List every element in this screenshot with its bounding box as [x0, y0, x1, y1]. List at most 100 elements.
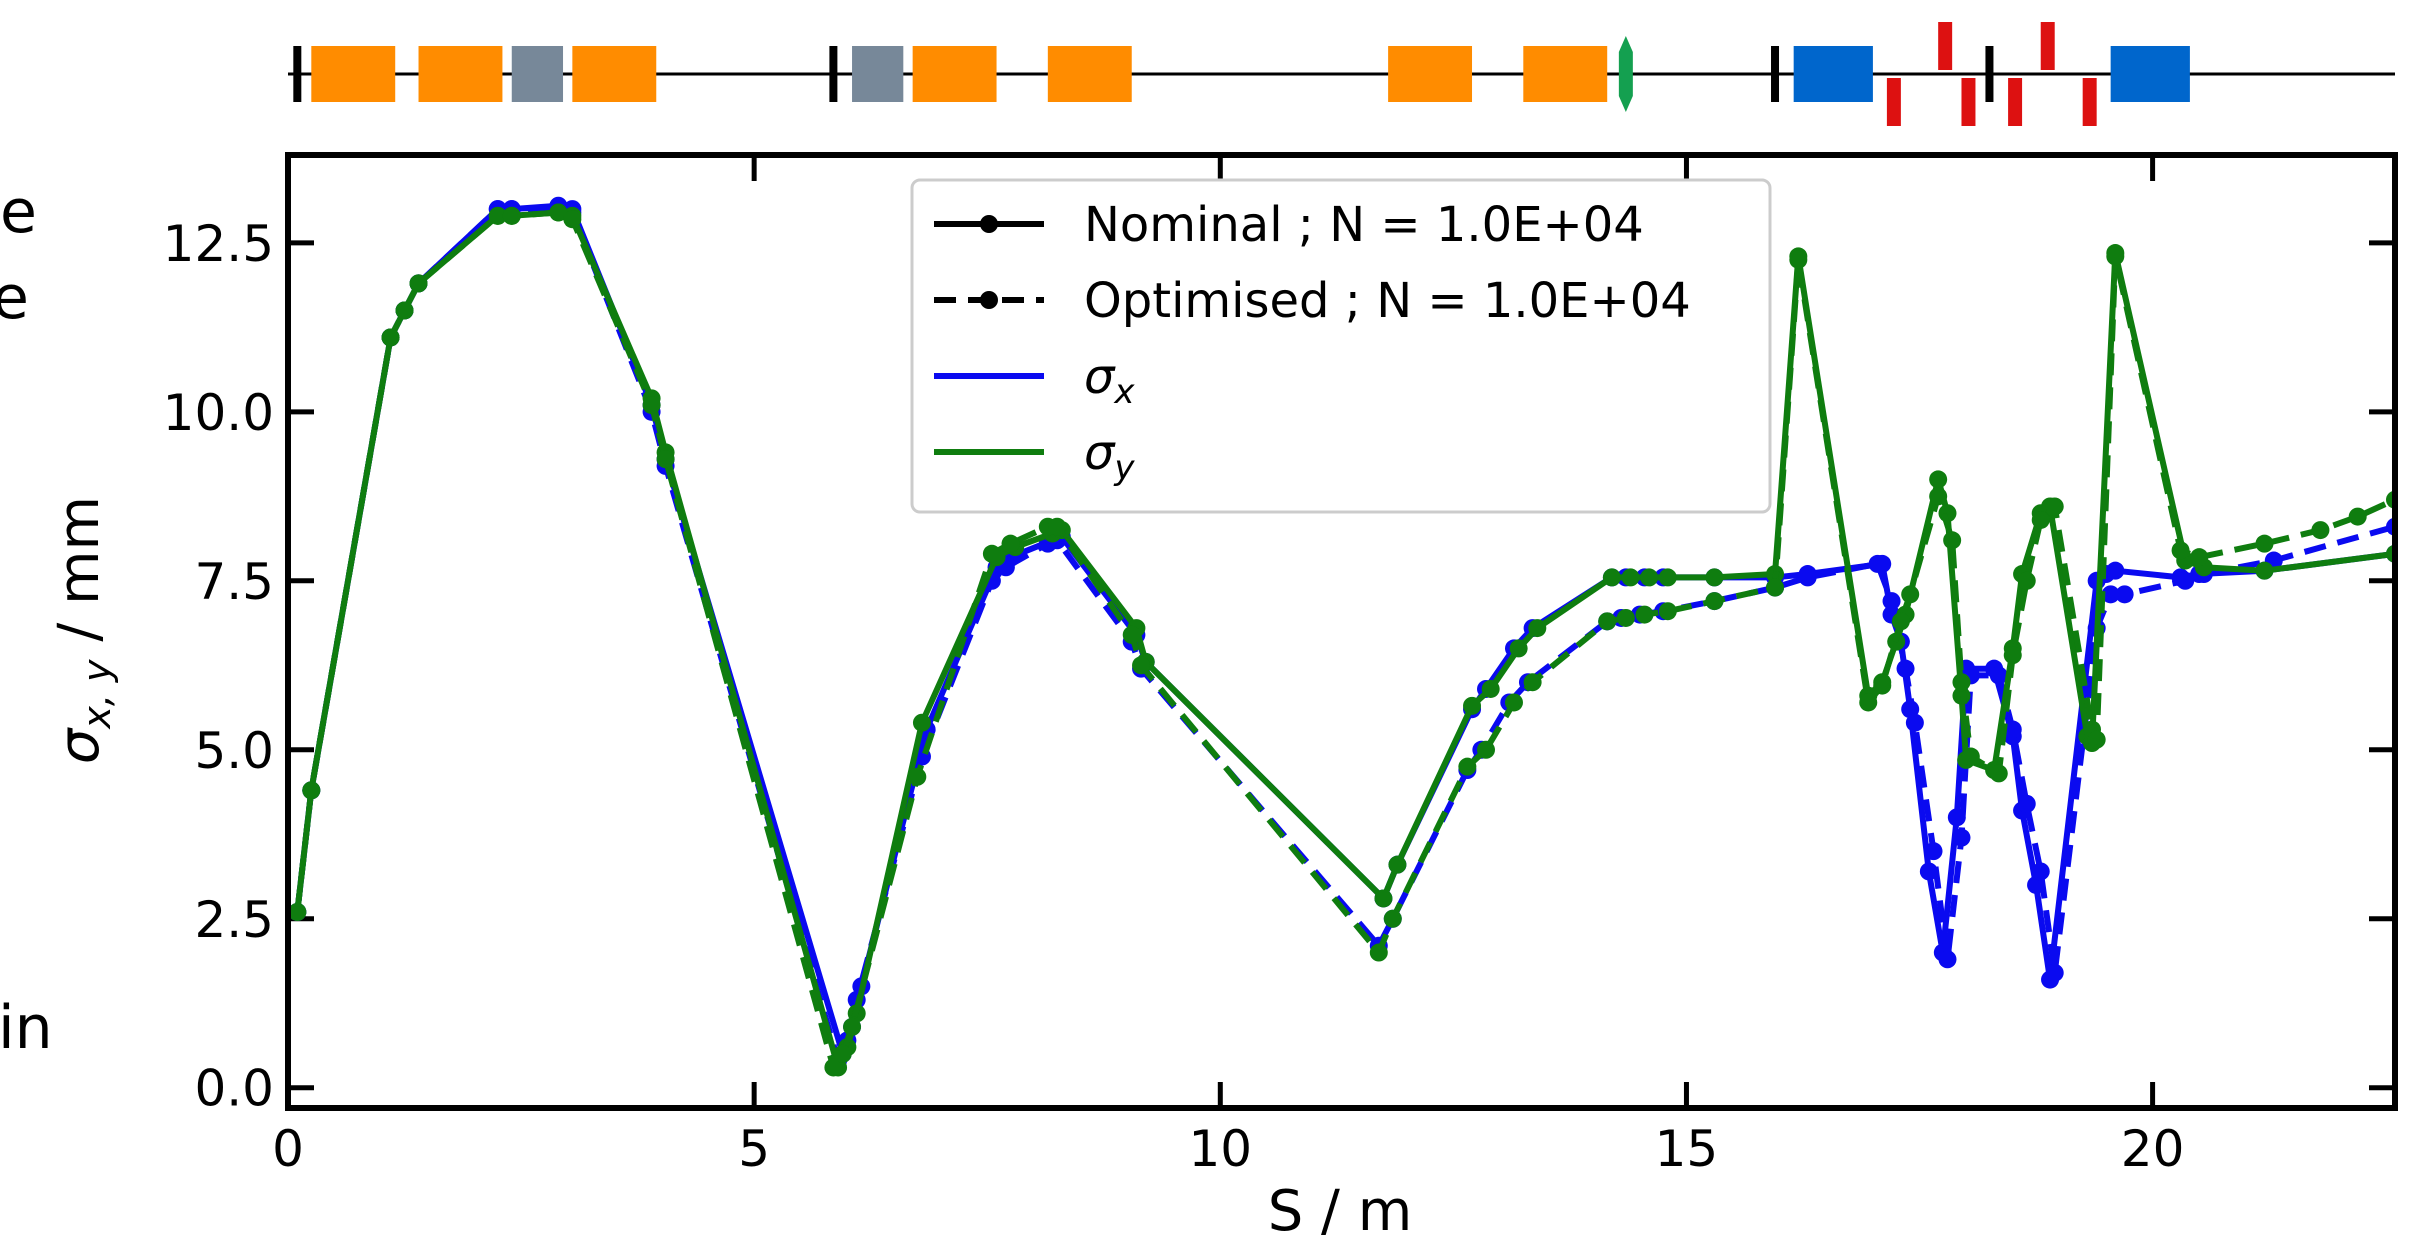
data-point	[1705, 568, 1724, 587]
data-point	[2106, 247, 2125, 266]
data-point	[381, 328, 400, 347]
y-axis-label-main: σ	[47, 727, 112, 764]
lattice-corrector	[2040, 22, 2055, 70]
x-tick-label: 10	[1188, 1120, 1252, 1178]
data-point	[1929, 487, 1948, 506]
y-axis-label: σx, y / mm	[47, 496, 119, 764]
legend-sigma-y-sub: y	[1113, 448, 1135, 488]
data-point	[1001, 534, 1020, 553]
lattice-quadrupole	[1047, 46, 1132, 102]
data-point	[2311, 521, 2330, 540]
data-point	[1481, 679, 1500, 698]
data-point	[2190, 548, 2209, 567]
data-point	[2087, 730, 2106, 749]
data-point	[1640, 568, 1659, 587]
data-point	[409, 274, 428, 293]
data-point	[2003, 646, 2022, 665]
data-point	[1989, 764, 2008, 783]
data-point	[1509, 639, 1528, 658]
y-tick-label: 12.5	[163, 215, 274, 273]
data-point	[488, 206, 507, 225]
data-point	[1924, 842, 1943, 861]
lattice-corrector	[1961, 78, 1976, 126]
cut-text-left-bottom: in	[0, 993, 53, 1063]
series-group	[288, 196, 2395, 1077]
data-point	[656, 450, 675, 469]
y-tick-label: 0.0	[194, 1060, 274, 1118]
lattice-marker	[829, 46, 838, 102]
x-tick-label: 20	[2121, 1120, 2185, 1178]
data-point	[1952, 673, 1971, 692]
y-tick-label: 10.0	[163, 384, 274, 442]
data-point	[288, 902, 307, 921]
plot-frame	[285, 152, 2398, 1111]
y-axis-label-unit: / mm	[47, 496, 112, 660]
data-point	[2348, 507, 2367, 526]
data-point	[1789, 250, 1808, 269]
lattice-quadrupole	[311, 46, 396, 102]
data-point	[1882, 592, 1901, 611]
x-tick-label: 15	[1655, 1120, 1719, 1178]
data-point	[2017, 571, 2036, 590]
data-point	[1504, 693, 1523, 712]
data-point	[2115, 585, 2134, 604]
data-point	[908, 767, 927, 786]
data-point	[1798, 568, 1817, 587]
data-point	[1943, 531, 1962, 550]
y-axis-label-text: σx, y / mm	[47, 496, 119, 764]
data-point	[1477, 740, 1496, 759]
y-axis: 0.0 2.5 5.0 7.5 10.0 12.5	[163, 215, 2395, 1118]
lattice-quadrupole	[418, 46, 503, 102]
data-point	[1961, 747, 1980, 766]
data-point	[1132, 656, 1151, 675]
data-point	[1919, 862, 1938, 881]
legend-optimised-marker	[980, 291, 998, 309]
data-point	[302, 781, 321, 800]
data-point	[549, 203, 568, 222]
data-point	[1616, 608, 1635, 627]
data-point	[1528, 619, 1547, 638]
legend-sigma-y-label: σy	[1084, 425, 1135, 488]
legend-sigma-x-label: σx	[1084, 349, 1135, 412]
data-point	[2045, 497, 2064, 516]
x-axis-label: S / m	[1268, 1179, 1413, 1242]
x-axis: 0 5 10 15 20	[272, 155, 2184, 1178]
data-point	[563, 210, 582, 229]
data-point	[642, 396, 661, 415]
series-3	[288, 203, 2395, 1077]
lattice-marker	[293, 46, 302, 102]
data-point	[1705, 592, 1724, 611]
data-point	[1369, 943, 1388, 962]
data-point	[502, 206, 521, 225]
data-point	[1602, 568, 1621, 587]
lattice-corrector	[2082, 78, 2097, 126]
y-tick-label: 5.0	[194, 722, 274, 780]
data-point	[912, 713, 931, 732]
lattice-drift-block	[852, 46, 904, 102]
lattice-dipole	[1793, 46, 1873, 102]
legend-box	[910, 178, 1772, 514]
lattice-marker	[1771, 46, 1780, 102]
data-point	[2101, 585, 2120, 604]
lattice-drift-block	[511, 46, 564, 102]
data-point	[1388, 855, 1407, 874]
x-tick-label: 5	[738, 1120, 770, 1178]
cut-text-left-top: e	[0, 177, 37, 247]
legend-nominal-label: Nominal ; N = 1.0E+04	[1084, 197, 1644, 253]
data-point	[1621, 568, 1640, 587]
data-point	[2031, 510, 2050, 529]
y-tick-label: 2.5	[194, 891, 274, 949]
data-point	[1383, 909, 1402, 928]
data-point	[2106, 561, 2125, 580]
data-point	[2255, 561, 2274, 580]
data-point	[1929, 470, 1948, 489]
data-point	[1523, 673, 1542, 692]
lattice-dipole	[2110, 46, 2190, 102]
data-point	[1463, 696, 1482, 715]
y-axis-label-sub: x, y	[75, 659, 119, 730]
data-point	[1766, 578, 1785, 597]
y-tick-label: 7.5	[194, 553, 274, 611]
legend-sigma-x-main: σ	[1084, 349, 1116, 405]
